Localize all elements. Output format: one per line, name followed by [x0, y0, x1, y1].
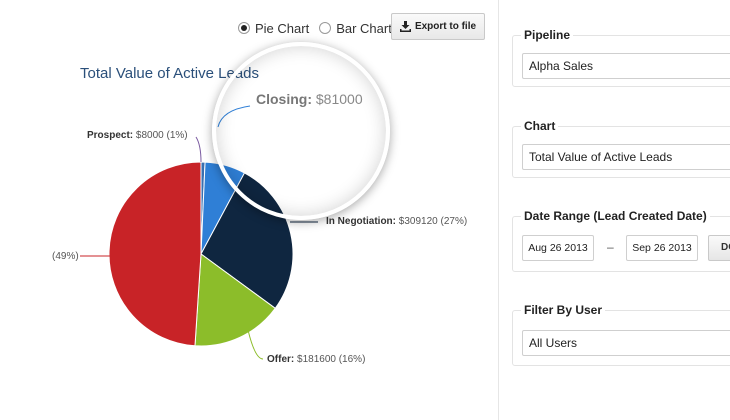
export-to-file-button[interactable]: Export to file: [391, 13, 485, 40]
label-prospect: Prospect: $8000 (1%): [87, 130, 188, 141]
filter-by-user-group: Filter By User: [512, 303, 730, 366]
pipeline-group: Pipeline: [512, 28, 730, 87]
chart-type-toggle: Pie Chart Bar Chart: [238, 14, 402, 42]
chart-legend: Chart: [521, 119, 559, 133]
user-select[interactable]: All Users: [522, 330, 730, 356]
chart-group: Chart: [512, 119, 730, 178]
date-from-input[interactable]: Aug 26 2013: [522, 235, 594, 261]
label-prospect-name: Prospect:: [87, 130, 134, 141]
download-icon: [399, 21, 411, 32]
leader-prospect: [195, 136, 202, 163]
radio-selected-icon: [238, 22, 250, 34]
date-separator: –: [607, 240, 614, 254]
label-offer: Offer: $181600 (16%): [267, 354, 365, 365]
bar-chart-radio[interactable]: Bar Chart: [319, 21, 392, 36]
label-red-value: (49%): [52, 251, 79, 262]
filter-panel: Pipeline Alpha Sales Chart Total Value o…: [512, 0, 730, 420]
magnifier-lens: [212, 42, 390, 220]
label-red-slice: (49%): [52, 251, 79, 262]
pie-slice-offer[interactable]: [194, 253, 276, 347]
pie-chart-label: Pie Chart: [255, 20, 310, 36]
label-negotiation-name: In Negotiation:: [326, 216, 396, 227]
radio-unselected-icon: [319, 22, 332, 34]
leader-offer: [247, 329, 264, 360]
chart-title: Total Value of Active Leads: [80, 65, 260, 82]
date-range-legend: Date Range (Lead Created Date): [521, 209, 710, 223]
pie-slice-unlabeled[interactable]: [108, 161, 202, 347]
chart-area: Pie Chart Bar Chart Export to file Total…: [52, 13, 485, 365]
magnified-closing-label: Closing: $81000: [256, 91, 363, 107]
date-apply-button[interactable]: DO: [708, 235, 730, 261]
date-to-input[interactable]: Sep 26 2013: [626, 235, 698, 261]
panel-divider: [498, 0, 499, 420]
pie-chart-radio[interactable]: Pie Chart: [238, 21, 309, 36]
label-negotiation-value: $309120 (27%): [398, 216, 468, 227]
pipeline-select[interactable]: Alpha Sales: [522, 53, 730, 79]
label-offer-name: Offer:: [267, 354, 295, 365]
magnified-closing-name: Closing:: [256, 91, 312, 107]
magnified-closing-value: $81000: [315, 91, 363, 107]
label-in-negotiation: In Negotiation: $309120 (27%): [326, 216, 467, 227]
chart-select[interactable]: Total Value of Active Leads: [522, 144, 730, 170]
label-offer-value: $181600 (16%): [297, 354, 366, 365]
bar-chart-label: Bar Chart: [336, 20, 392, 36]
date-range-group: Date Range (Lead Created Date): [512, 209, 730, 272]
label-prospect-value: $8000 (1%): [135, 130, 188, 141]
filter-by-user-legend: Filter By User: [521, 303, 606, 317]
export-button-label: Export to file: [414, 21, 477, 32]
pipeline-legend: Pipeline: [521, 28, 574, 42]
